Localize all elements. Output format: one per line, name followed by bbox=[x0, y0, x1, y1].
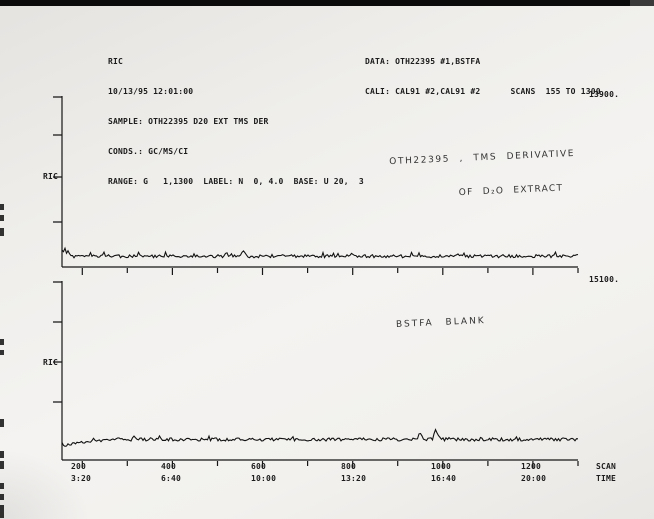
scan-artifact-mark bbox=[0, 228, 4, 236]
scan-shading bbox=[0, 449, 90, 519]
time-tick-label: 3:20 bbox=[71, 474, 92, 483]
time-axis-name: TIME bbox=[596, 474, 617, 483]
header-range: RANGE: G 1,1300 LABEL: N 0, 4.0 BASE: U … bbox=[108, 177, 364, 186]
time-tick-label: 20:00 bbox=[521, 474, 547, 483]
scan-artifact-mark bbox=[0, 461, 4, 469]
time-tick-label: 13:20 bbox=[341, 474, 367, 483]
scan-artifact-mark bbox=[0, 505, 4, 518]
x-axis-unit-labels: SCAN TIME bbox=[596, 462, 616, 484]
scan-axis-name: SCAN bbox=[596, 462, 617, 471]
header-cali-scans: CALI: CAL91 #2,CAL91 #2 SCANS 155 TO 130… bbox=[365, 87, 601, 96]
time-tick-label: 6:40 bbox=[161, 474, 182, 483]
chart1-y-axis-label: RIC bbox=[42, 172, 58, 181]
scan-artifact-mark bbox=[0, 339, 4, 345]
header-conds: CONDS.: GC/MS/CI bbox=[108, 147, 189, 156]
header-left-block: RIC 10/13/95 12:01:00 SAMPLE: OTH22395 D… bbox=[108, 37, 364, 207]
x-axis-label-1000: 1000 16:40 bbox=[431, 462, 456, 484]
scan-artifact-mark bbox=[0, 494, 4, 500]
time-tick-label: 16:40 bbox=[431, 474, 457, 483]
scan-tick-label: 200 bbox=[71, 462, 87, 471]
scan-artifact-mark bbox=[0, 483, 4, 489]
scan-artifact-mark bbox=[0, 451, 4, 458]
chart1-axes bbox=[53, 96, 579, 275]
time-tick-label: 10:00 bbox=[251, 474, 277, 483]
scan-artifact-mark bbox=[0, 350, 4, 355]
x-axis-label-1200: 1200 20:00 bbox=[521, 462, 546, 484]
chart2-y-axis-label: RIC bbox=[42, 358, 58, 367]
chart2-ric-trace bbox=[61, 428, 579, 447]
scan-tick-label: 600 bbox=[251, 462, 267, 471]
scan-tick-label: 800 bbox=[341, 462, 357, 471]
scan-tick-label: 1000 bbox=[431, 462, 452, 471]
x-axis-label-400: 400 6:40 bbox=[161, 462, 181, 484]
scan-artifact-mark bbox=[0, 215, 4, 221]
header-title: RIC bbox=[108, 57, 124, 66]
header-sample: SAMPLE: OTH22395 D20 EXT TMS DER bbox=[108, 117, 269, 126]
x-axis-label-200: 200 3:20 bbox=[71, 462, 91, 484]
chart2-axes bbox=[53, 281, 579, 468]
chart2-full-scale-value: 15100. bbox=[589, 275, 620, 284]
scan-tick-label: 1200 bbox=[521, 462, 542, 471]
header-data-file: DATA: OTH22395 #1,BSTFA bbox=[365, 57, 481, 66]
chart1-full-scale-value: 13900. bbox=[589, 90, 620, 99]
x-axis-label-800: 800 13:20 bbox=[341, 462, 366, 484]
chart1-ric-trace bbox=[61, 246, 579, 259]
scan-artifact-mark bbox=[0, 204, 4, 210]
header-right-block: DATA: OTH22395 #1,BSTFA CALI: CAL91 #2,C… bbox=[365, 37, 601, 117]
scan-artifact-mark bbox=[0, 419, 4, 427]
scan-artifact-top-bar bbox=[0, 0, 654, 6]
x-axis-label-600: 600 10:00 bbox=[251, 462, 276, 484]
scan-tick-label: 400 bbox=[161, 462, 177, 471]
header-datetime: 10/13/95 12:01:00 bbox=[108, 87, 194, 96]
